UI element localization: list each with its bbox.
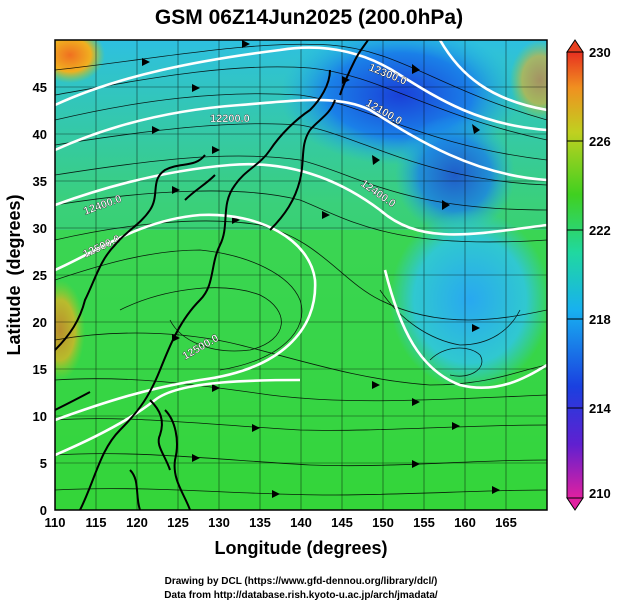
contour-label: 12200.0 [210,113,250,125]
grid [55,40,547,510]
colorbar-tick-label: 214 [589,401,611,416]
lon-tick-label: 145 [331,515,353,530]
lon-tick-label: 125 [167,515,189,530]
lat-tick-label: 35 [33,174,47,189]
y-axis-label: Latitude (degrees) [4,194,24,355]
lon-tick-label: 155 [413,515,435,530]
lat-tick-labels: 0 5 10 15 20 25 30 35 40 45 [33,80,47,518]
colorbar-tick-label: 230 [589,45,611,60]
colorbar-tick-label: 222 [589,223,611,238]
lat-tick-label: 10 [33,409,47,424]
lat-tick-label: 25 [33,268,47,283]
lon-tick-label: 110 [45,515,66,530]
colorbar-tick-labels: 230 226 222 218 214 210 [589,45,611,501]
credit-line-1: Drawing by DCL (https://www.gfd-dennou.o… [165,576,438,587]
lat-tick-label: 5 [40,456,47,471]
lon-tick-label: 115 [86,515,107,530]
coastlines [55,40,369,510]
lon-tick-label: 160 [454,515,476,530]
x-axis-label: Longitude (degrees) [214,538,387,558]
lat-tick-label: 45 [33,80,47,95]
colorbar [566,39,584,511]
lat-tick-label: 40 [33,127,47,142]
colorbar-tick-label: 218 [589,312,611,327]
lat-tick-label: 15 [33,362,47,377]
lat-tick-label: 20 [33,315,47,330]
lon-tick-label: 130 [208,515,230,530]
lon-tick-label: 120 [126,515,148,530]
lon-tick-label: 165 [495,515,517,530]
plot-frame [54,39,548,511]
lon-tick-label: 150 [372,515,394,530]
lon-tick-label: 140 [290,515,312,530]
map-plot: 12300.0 12200.0 12100.0 12400.0 12500.0 … [55,40,547,510]
flow-arrows [142,40,500,498]
lon-tick-labels: 110 115 120 125 130 135 140 145 150 155 … [45,515,517,530]
colorbar-tick-label: 226 [589,134,611,149]
lat-tick-label: 0 [40,503,47,518]
height-contours [55,40,547,457]
lon-tick-label: 135 [249,515,271,530]
lat-tick-label: 30 [33,221,47,236]
chart-title: GSM 06Z14Jun2025 (200.0hPa) [155,6,463,29]
credit-line-2: Data from http://database.rish.kyoto-u.a… [164,590,438,601]
colorbar-tick-label: 210 [589,486,611,501]
